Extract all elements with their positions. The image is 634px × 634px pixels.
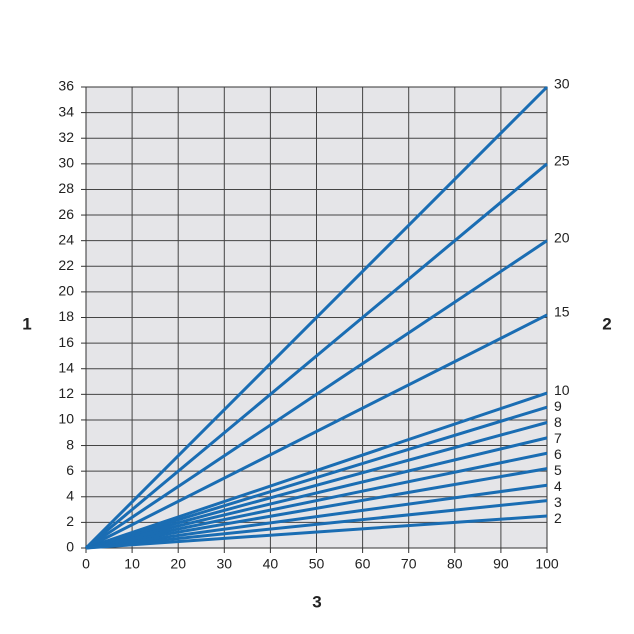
x-tick-label: 60 <box>355 556 371 572</box>
series-label: 25 <box>554 153 570 169</box>
series-line <box>85 162 548 550</box>
series-line <box>85 391 548 550</box>
x-tick-label: 30 <box>217 556 233 572</box>
y-tick-label: 28 <box>58 180 74 196</box>
series-line <box>84 85 549 550</box>
y-tick-label: 20 <box>58 283 74 299</box>
y-tick-label: 24 <box>58 231 74 247</box>
y-tick-label: 10 <box>58 411 74 427</box>
x-tick-label: 80 <box>447 556 463 572</box>
x-tick-label: 90 <box>493 556 509 572</box>
series-label: 3 <box>554 494 562 510</box>
series-line <box>85 499 548 550</box>
series-line <box>85 405 548 550</box>
y-tick-label: 12 <box>58 385 74 401</box>
y-tick-label: 0 <box>66 539 74 555</box>
series-line <box>85 514 548 550</box>
y-tick-label: 32 <box>58 129 74 145</box>
plot-frame <box>85 86 548 549</box>
series-label: 20 <box>554 229 570 245</box>
series-label: 4 <box>554 478 562 494</box>
y-tick-label: 2 <box>66 513 74 529</box>
x-tick-label: 10 <box>124 556 140 572</box>
series-label: 30 <box>554 76 570 92</box>
x-tick-label: 50 <box>309 556 325 572</box>
y-tick-label: 18 <box>58 308 74 324</box>
series-line <box>85 421 548 550</box>
y-axis-label: 1 <box>22 314 31 333</box>
y-tick-label: 26 <box>58 206 74 222</box>
series-line <box>85 467 548 550</box>
y-tick-label: 16 <box>58 334 74 350</box>
series-label: 10 <box>554 382 570 398</box>
series-label: 7 <box>554 430 562 446</box>
x-tick-label: 0 <box>82 556 90 572</box>
y-tick-label: 8 <box>66 436 74 452</box>
y-tick-label: 36 <box>58 78 74 94</box>
series-label: 5 <box>554 462 562 478</box>
y-tick-label: 34 <box>58 103 74 119</box>
series-label: 6 <box>554 446 562 462</box>
y-tick-label: 30 <box>58 155 74 171</box>
series-label: 15 <box>554 304 570 320</box>
y-tick-label: 22 <box>58 257 74 273</box>
series-line <box>85 239 548 550</box>
x-tick-label: 40 <box>263 556 279 572</box>
y2-axis-label: 2 <box>602 314 611 333</box>
series-line <box>85 483 548 550</box>
series-label: 9 <box>554 398 562 414</box>
series-line <box>85 436 548 550</box>
series-line <box>85 451 548 550</box>
series-line <box>85 313 548 550</box>
series-label: 8 <box>554 414 562 430</box>
x-tick-label: 20 <box>170 556 186 572</box>
y-tick-label: 14 <box>58 359 74 375</box>
y-tick-label: 6 <box>66 462 74 478</box>
series-label: 2 <box>554 510 562 526</box>
x-tick-label: 70 <box>401 556 417 572</box>
x-tick-label: 100 <box>535 556 559 572</box>
y-tick-label: 4 <box>66 487 74 503</box>
x-axis-label: 3 <box>312 592 321 611</box>
